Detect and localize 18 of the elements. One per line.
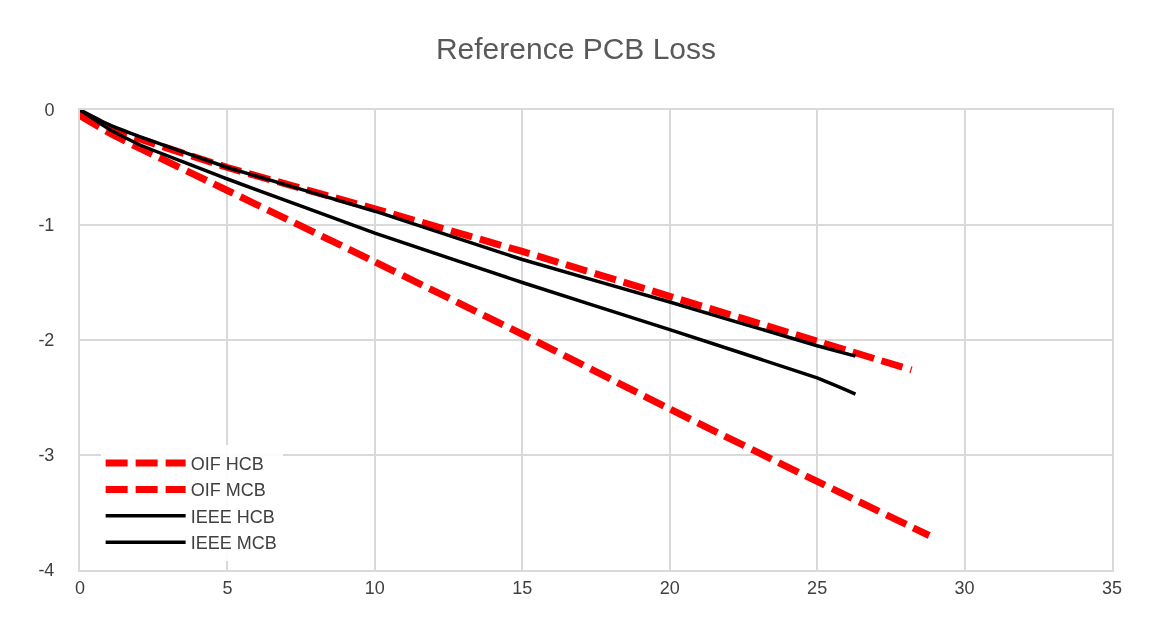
- x-tick-label: 30: [954, 577, 975, 598]
- x-tick-label: 20: [659, 577, 680, 598]
- y-tick-label: -4: [38, 560, 55, 581]
- legend-label: IEEE MCB: [190, 533, 277, 554]
- x-tick-label: 5: [222, 577, 233, 598]
- legend-label: OIF MCB: [190, 480, 266, 501]
- legend-label: IEEE HCB: [190, 506, 275, 527]
- y-tick-label: -2: [38, 330, 55, 351]
- chart-title: Reference PCB Loss: [435, 31, 717, 65]
- legend-label: OIF HCB: [190, 454, 264, 475]
- y-tick-label: -3: [38, 445, 55, 466]
- x-tick-label: 25: [807, 577, 828, 598]
- y-tick-label: 0: [44, 100, 55, 121]
- y-tick-label: -1: [38, 215, 55, 236]
- x-tick-label: 10: [364, 577, 385, 598]
- x-tick-label: 15: [512, 577, 533, 598]
- x-tick-label: 35: [1101, 577, 1123, 598]
- x-tick-label: 0: [74, 577, 86, 598]
